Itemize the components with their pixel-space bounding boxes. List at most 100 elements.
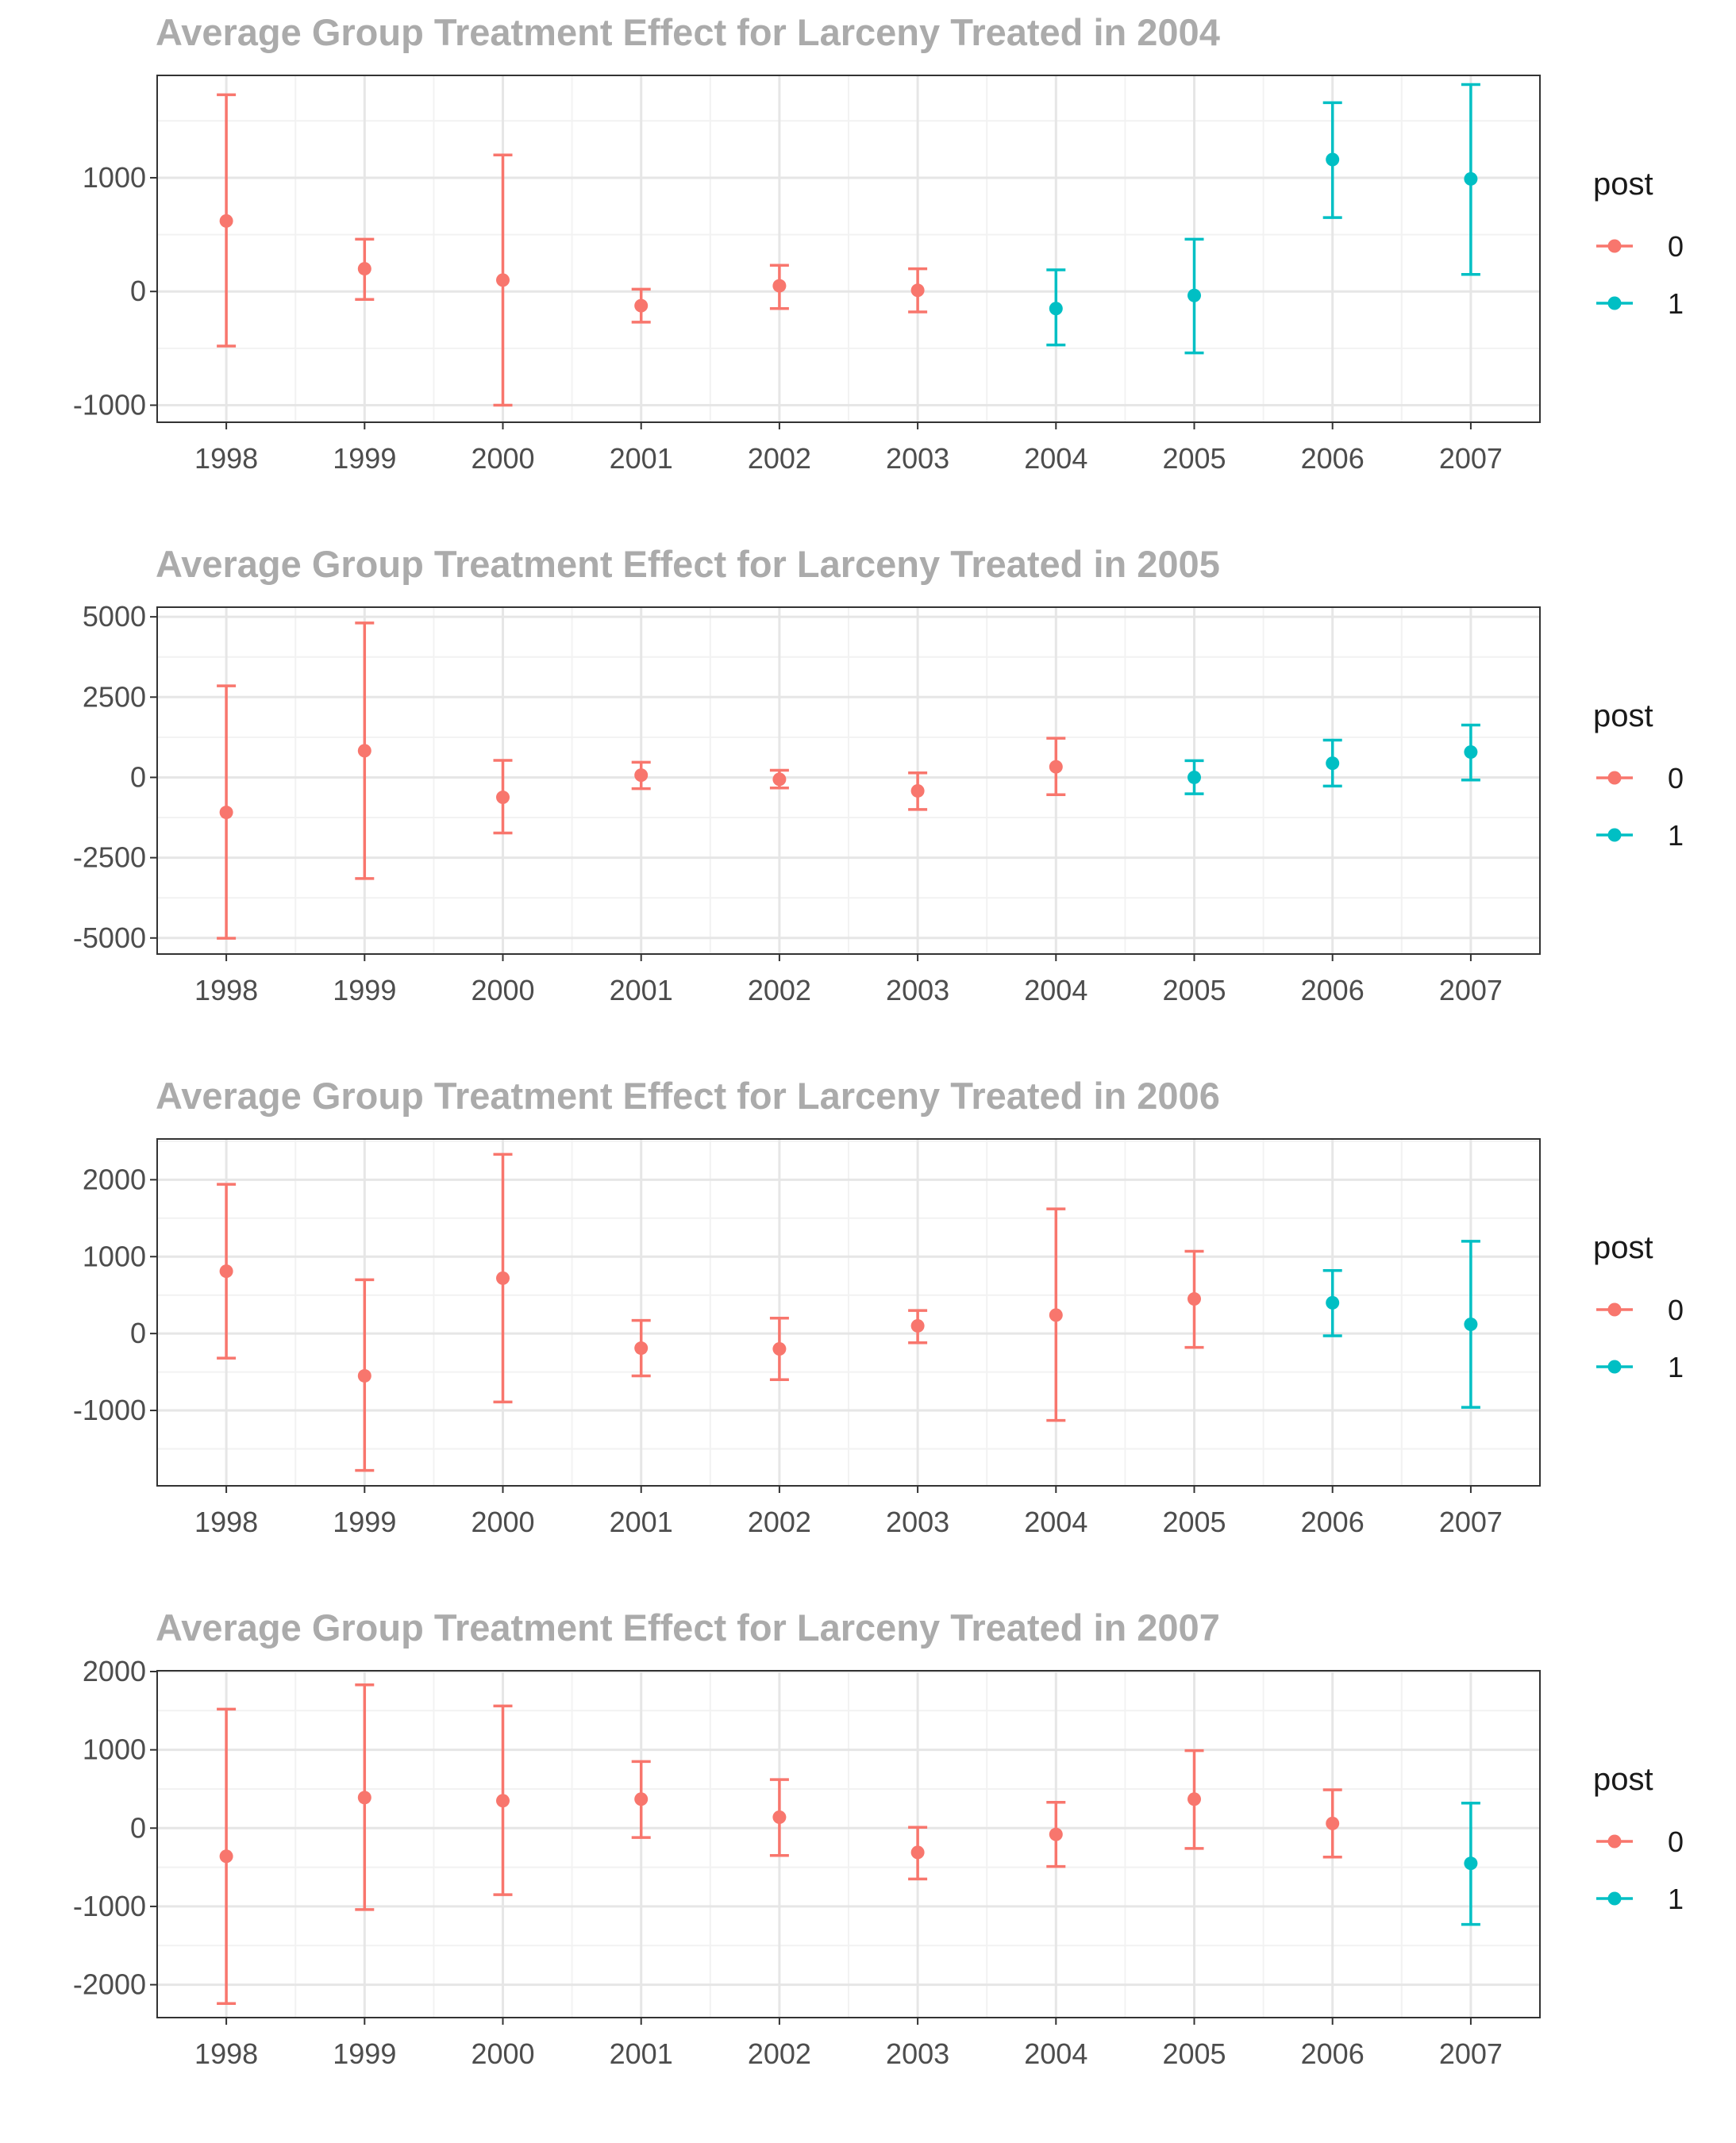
x-tick-label: 2006 (1301, 442, 1365, 475)
x-tick-label: 2004 (1024, 442, 1087, 475)
y-tick-label: 1000 (83, 161, 146, 194)
x-tick-label: 2001 (610, 442, 673, 475)
legend: post 0 1 (1593, 1762, 1684, 1915)
legend-title: post (1593, 167, 1653, 202)
x-tick-label: 2007 (1439, 974, 1503, 1006)
legend-key-point (1607, 1834, 1622, 1849)
y-tick-label: 0 (130, 275, 146, 307)
x-tick-label: 2000 (471, 2037, 534, 2070)
data-point (910, 783, 925, 798)
y-tick-label: -2000 (73, 1968, 146, 2001)
legend-label: 1 (1668, 1883, 1684, 1915)
x-tick-label: 2001 (610, 974, 673, 1006)
chart-title: Average Group Treatment Effect for Larce… (156, 543, 1220, 585)
data-point (772, 772, 787, 787)
data-point (1187, 1792, 1201, 1806)
legend-key-point (1607, 771, 1622, 785)
chart-panel-4: Average Group Treatment Effect for Larce… (73, 1606, 1684, 2070)
x-tick-label: 2007 (1439, 1506, 1503, 1538)
x-tick-label: 2003 (886, 974, 949, 1006)
data-point (357, 1791, 371, 1805)
data-point (634, 768, 649, 783)
x-tick-label: 2005 (1162, 1506, 1226, 1538)
y-tick-label: 2500 (83, 680, 146, 713)
legend-label: 0 (1668, 1294, 1684, 1326)
data-point (1049, 1827, 1063, 1841)
data-point (219, 806, 233, 820)
y-tick-label: 0 (130, 1811, 146, 1844)
y-tick-label: 0 (130, 1317, 146, 1349)
data-point (219, 1264, 233, 1279)
data-point (1049, 302, 1063, 316)
chart-title: Average Group Treatment Effect for Larce… (156, 1606, 1220, 1649)
x-tick-label: 2004 (1024, 974, 1087, 1006)
x-tick-label: 2005 (1162, 442, 1226, 475)
data-point (634, 1792, 649, 1806)
data-point (772, 279, 787, 293)
legend-label: 1 (1668, 819, 1684, 852)
data-point (772, 1810, 787, 1824)
x-tick-label: 2007 (1439, 2037, 1503, 2070)
y-tick-label: 2000 (83, 1655, 146, 1687)
data-point (1049, 760, 1063, 774)
x-tick-label: 1998 (194, 442, 258, 475)
plot-border (156, 606, 1541, 955)
x-tick-label: 1999 (333, 974, 396, 1006)
x-tick-label: 2000 (471, 974, 534, 1006)
x-tick-label: 2000 (471, 442, 534, 475)
data-point (496, 1794, 510, 1808)
legend-key-point (1607, 296, 1622, 310)
x-tick-label: 1998 (194, 2037, 258, 2070)
x-tick-label: 2004 (1024, 1506, 1087, 1538)
legend-key-point (1607, 828, 1622, 842)
x-tick-label: 2007 (1439, 442, 1503, 475)
data-point (357, 1368, 371, 1383)
y-tick-label: -1000 (73, 1394, 146, 1426)
x-tick-label: 1999 (333, 442, 396, 475)
data-point (1326, 1816, 1340, 1830)
data-point (634, 298, 649, 313)
x-tick-label: 2002 (748, 442, 811, 475)
y-tick-label: 0 (130, 760, 146, 793)
data-point (357, 744, 371, 758)
data-point (1464, 744, 1478, 759)
data-point (1187, 770, 1201, 784)
plot-border (156, 1138, 1541, 1487)
x-tick-label: 2004 (1024, 2037, 1087, 2070)
data-point (219, 1849, 233, 1864)
x-tick-label: 2002 (748, 1506, 811, 1538)
y-tick-label: 5000 (83, 600, 146, 633)
x-tick-label: 2003 (886, 442, 949, 475)
x-tick-label: 2005 (1162, 2037, 1226, 2070)
chart-panel-2: Average Group Treatment Effect for Larce… (73, 543, 1684, 1006)
data-point (496, 273, 510, 287)
y-tick-label: 2000 (83, 1163, 146, 1195)
chart-title: Average Group Treatment Effect for Larce… (156, 11, 1220, 53)
data-point (219, 214, 233, 228)
data-point (634, 1341, 649, 1356)
data-point (357, 262, 371, 276)
x-tick-label: 2003 (886, 1506, 949, 1538)
y-tick-label: -1000 (73, 1890, 146, 1922)
data-point (1464, 171, 1478, 186)
x-tick-label: 1999 (333, 1506, 396, 1538)
x-tick-label: 2006 (1301, 1506, 1365, 1538)
data-point (1326, 152, 1340, 167)
legend-key-point (1607, 239, 1622, 253)
legend-title: post (1593, 698, 1653, 733)
x-tick-label: 2001 (610, 2037, 673, 2070)
y-tick-label: 1000 (83, 1733, 146, 1766)
x-tick-label: 2002 (748, 974, 811, 1006)
legend-label: 0 (1668, 1826, 1684, 1858)
chart-panel-3: Average Group Treatment Effect for Larce… (73, 1075, 1684, 1538)
data-point (1326, 756, 1340, 771)
data-point (1187, 1292, 1201, 1306)
x-tick-label: 2006 (1301, 974, 1365, 1006)
y-tick-label: -1000 (73, 389, 146, 421)
data-point (496, 791, 510, 805)
data-point (1049, 1308, 1063, 1322)
x-tick-label: 2006 (1301, 2037, 1365, 2070)
x-tick-label: 1998 (194, 974, 258, 1006)
legend-title: post (1593, 1762, 1653, 1797)
legend-title: post (1593, 1230, 1653, 1265)
